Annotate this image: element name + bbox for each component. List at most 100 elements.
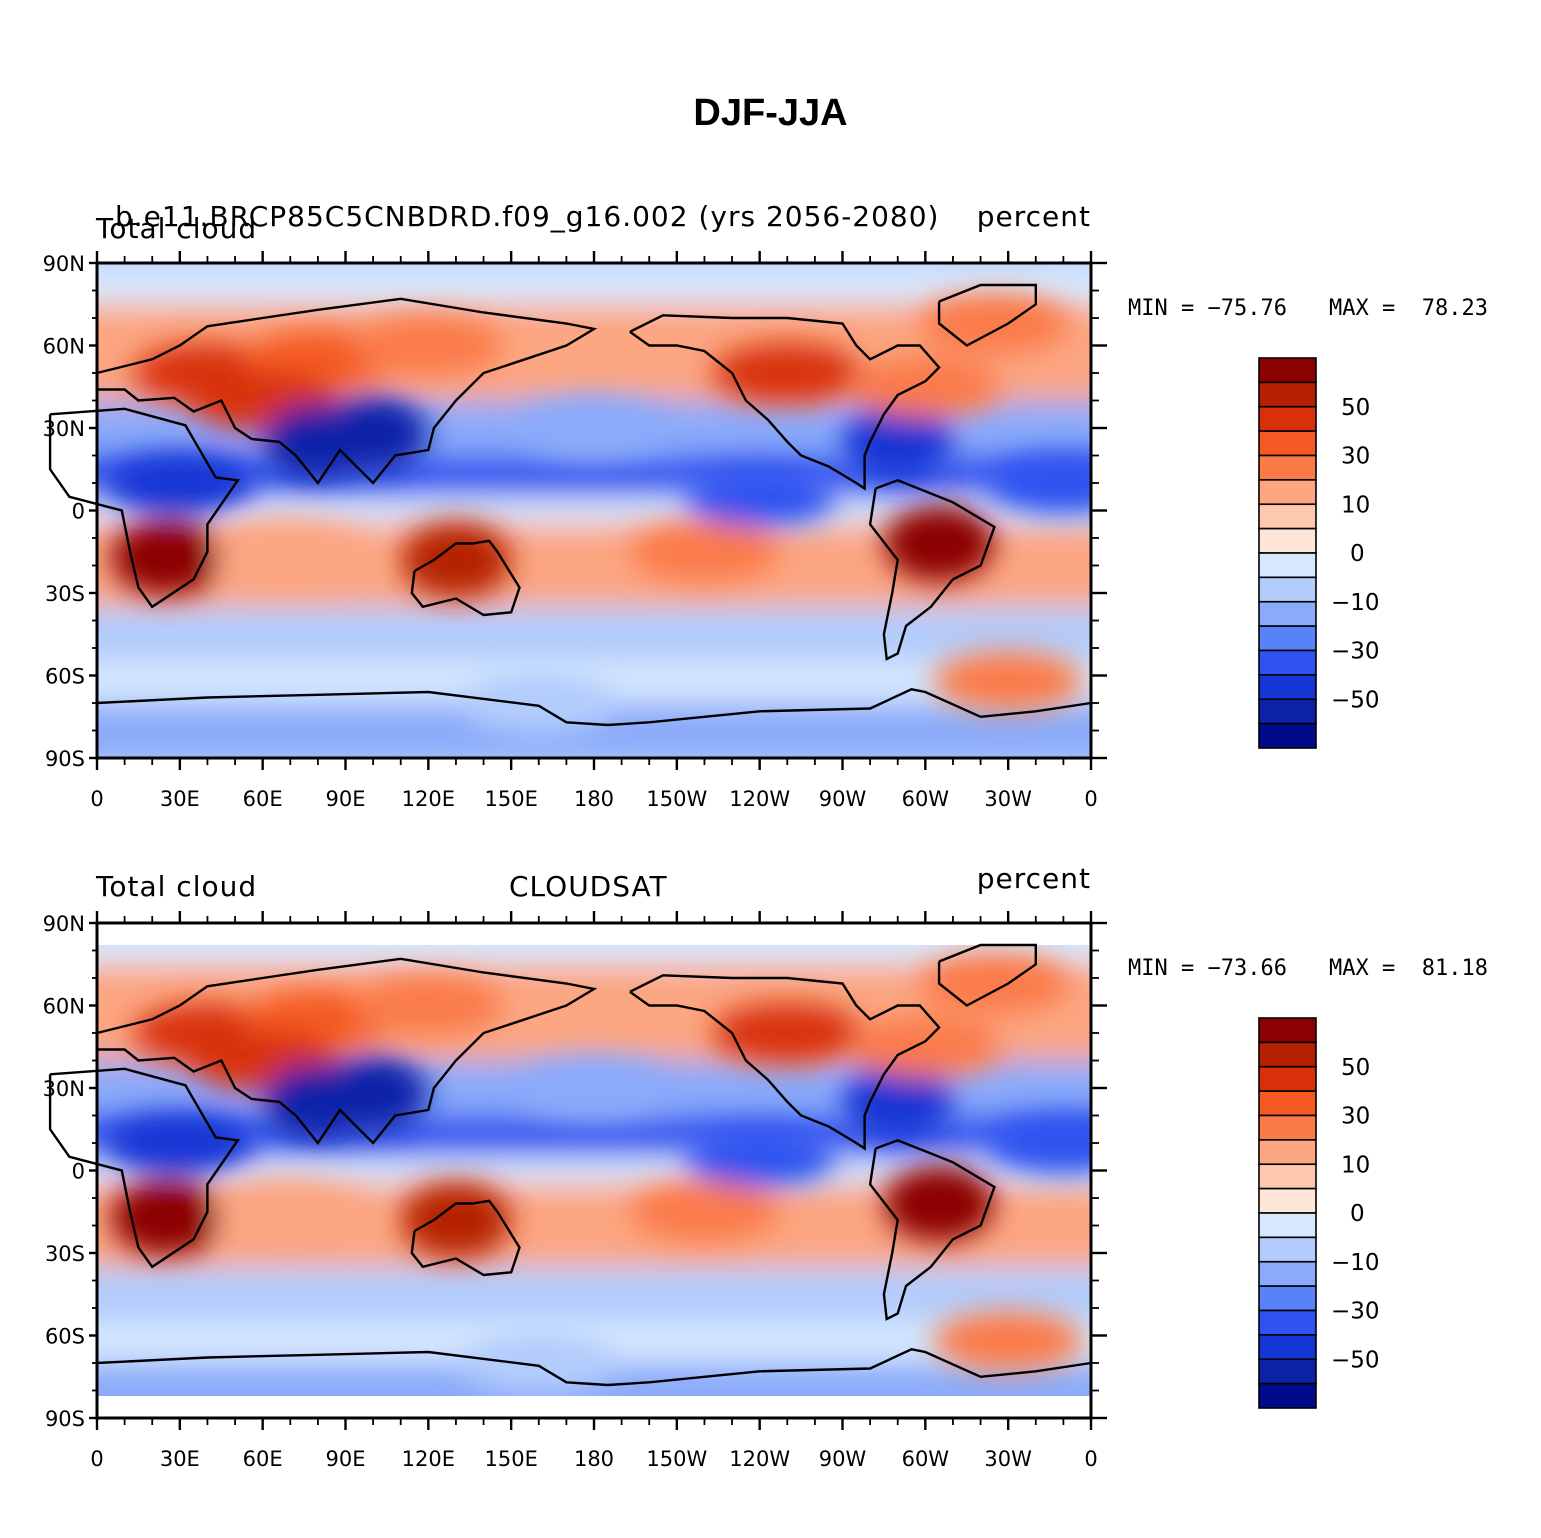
- coastline: [95, 957, 598, 1146]
- colorbar-box: [1258, 381, 1317, 408]
- field-region: [463, 1333, 614, 1393]
- field-region: [919, 953, 1070, 1014]
- colorbar-box: [1258, 405, 1317, 432]
- lon-tick-label: 0: [90, 787, 103, 811]
- colorbar-box: [1258, 1358, 1317, 1385]
- colorbar-box: [1258, 649, 1317, 676]
- lat-tick-label: 30S: [45, 1242, 85, 1266]
- colorbar-box: [1258, 1212, 1317, 1239]
- colorbar-box: [1258, 1163, 1317, 1190]
- coastlines: [48, 943, 1092, 1387]
- panel-center-title: CLOUDSAT: [509, 870, 668, 903]
- lon-tick-label: 0: [1084, 1447, 1097, 1471]
- max-label: MAX = 81.18: [1329, 956, 1488, 981]
- colorbar-label: 10: [1341, 492, 1370, 518]
- field-region: [919, 293, 1070, 354]
- lat-tick-label: 30N: [43, 417, 85, 441]
- lon-tick-label: 150E: [484, 1447, 537, 1471]
- lon-tick-label: 120W: [729, 1447, 790, 1471]
- coastline: [937, 283, 1037, 347]
- field-region: [353, 975, 504, 1036]
- lat-tick-label: 90S: [45, 747, 85, 771]
- colorbar-box: [1258, 1285, 1317, 1312]
- lon-tick-label: 30E: [160, 787, 200, 811]
- lat-tick-label: 60N: [43, 335, 85, 359]
- lon-tick-label: 0: [90, 1447, 103, 1471]
- field-region: [988, 1113, 1091, 1173]
- colorbar-box: [1258, 1065, 1317, 1092]
- lat-tick-label: 90S: [45, 1407, 85, 1431]
- lon-tick-label: 60E: [243, 787, 283, 811]
- coastline: [868, 479, 996, 661]
- field-region: [933, 651, 1084, 711]
- colorbar-box: [1258, 1309, 1317, 1336]
- field-region: [519, 1058, 669, 1118]
- colorbar-box: [1258, 600, 1317, 627]
- lon-tick-label: 90E: [326, 1447, 366, 1471]
- lat-tick-label: 60N: [43, 995, 85, 1019]
- lon-tick-label: 150E: [484, 787, 537, 811]
- lon-tick-label: 60W: [902, 1447, 950, 1471]
- coastline: [48, 1067, 240, 1269]
- panel-units: percent: [976, 862, 1091, 895]
- coastline: [868, 1139, 996, 1321]
- lon-tick-label: 120W: [729, 787, 790, 811]
- colorbar-box: [1258, 1041, 1317, 1068]
- lon-tick-label: 30W: [984, 1447, 1032, 1471]
- min-label: MIN = −75.76: [1128, 296, 1287, 321]
- lon-tick-label: 30W: [984, 787, 1032, 811]
- coastline: [410, 539, 521, 617]
- cloud-field: [97, 945, 1091, 1396]
- colorbar-label: −10: [1331, 590, 1380, 616]
- colorbar-box: [1258, 1114, 1317, 1141]
- lon-tick-label: 90E: [326, 787, 366, 811]
- colorbar-box: [1258, 722, 1317, 749]
- colorbar-box: [1258, 674, 1317, 701]
- lon-tick-label: 90W: [819, 1447, 867, 1471]
- lon-tick-label: 120E: [402, 787, 455, 811]
- colorbar-box: [1258, 1236, 1317, 1263]
- field-region: [400, 522, 511, 598]
- coastline: [410, 1199, 521, 1277]
- colorbar-box: [1258, 1187, 1317, 1214]
- colorbar-label: −50: [1331, 687, 1380, 713]
- field-region: [850, 1016, 1001, 1077]
- coastline: [937, 943, 1037, 1007]
- colorbar-label: −30: [1331, 639, 1380, 665]
- colorbar-label: −30: [1331, 1299, 1380, 1325]
- cloud-field: [97, 263, 1091, 758]
- panel-units: percent: [976, 200, 1091, 233]
- field-region: [712, 343, 863, 403]
- zonal-band: [97, 263, 1091, 305]
- lon-tick-label: 90W: [819, 787, 867, 811]
- panel-left-title: Total cloud: [96, 870, 258, 903]
- colorbar-box: [1258, 1139, 1317, 1166]
- field-region: [884, 505, 995, 582]
- lon-tick-label: 60W: [902, 787, 950, 811]
- colorbar-box: [1258, 1090, 1317, 1117]
- field-region: [629, 1181, 780, 1242]
- lon-tick-label: 60E: [243, 1447, 283, 1471]
- field-region: [318, 395, 429, 472]
- colorbar: 50 30 10 0 −10 −30 −50: [1258, 1017, 1380, 1409]
- coastlines: [48, 283, 1092, 727]
- field-region: [842, 1063, 953, 1140]
- colorbar-box: [1258, 576, 1317, 603]
- field-region: [400, 1182, 511, 1258]
- field-region: [111, 1179, 222, 1256]
- figure-title: DJF-JJA: [693, 92, 848, 134]
- colorbar-box: [1258, 698, 1317, 725]
- colorbar-label: 30: [1341, 1104, 1370, 1130]
- coastline: [629, 314, 941, 491]
- coastline: [48, 407, 240, 609]
- field-region: [933, 1311, 1084, 1371]
- lon-tick-label: 150W: [646, 787, 707, 811]
- lon-tick-label: 120E: [402, 1447, 455, 1471]
- field-region: [215, 1181, 366, 1242]
- field-region: [884, 1165, 995, 1242]
- map-panel-model: Total cloud b.e11.BRCP85C5CNBDRD.f09_g16…: [0, 190, 1541, 830]
